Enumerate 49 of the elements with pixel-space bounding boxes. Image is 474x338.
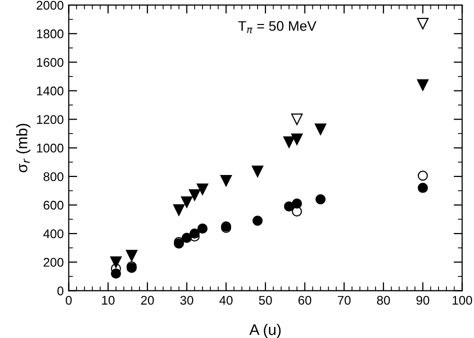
x-tick-label: 30 bbox=[180, 296, 194, 305]
point bbox=[417, 79, 429, 91]
point bbox=[190, 228, 200, 239]
y-tick-label: 1400 bbox=[37, 86, 64, 96]
x-tick-label: 20 bbox=[141, 296, 154, 305]
x-tick-label: 40 bbox=[219, 296, 233, 305]
x-tick-label: 0 bbox=[66, 296, 72, 305]
y-tick-label: 600 bbox=[44, 200, 64, 210]
point bbox=[197, 223, 208, 234]
point bbox=[126, 250, 138, 262]
y-axis-title: σ$_{r}$ (mb) bbox=[16, 124, 30, 172]
point bbox=[315, 194, 326, 204]
annotation: T$_{π}$ = 50 MeV bbox=[238, 21, 316, 34]
point bbox=[182, 232, 192, 243]
point bbox=[418, 170, 428, 181]
x-tick-label: 10 bbox=[102, 296, 115, 305]
point bbox=[291, 134, 303, 146]
point bbox=[196, 184, 208, 196]
point bbox=[180, 196, 193, 208]
point bbox=[291, 114, 303, 126]
x-axis-title: A (u) bbox=[249, 324, 281, 338]
point bbox=[188, 189, 200, 201]
y-tick-label: 1800 bbox=[37, 29, 64, 38]
y-tick-label: 1000 bbox=[37, 144, 64, 153]
point bbox=[110, 256, 122, 268]
y-tick-label: 200 bbox=[44, 258, 64, 267]
x-tick-label: 90 bbox=[416, 296, 430, 305]
point bbox=[418, 182, 428, 193]
point bbox=[252, 216, 263, 226]
x-tick-label: 60 bbox=[298, 296, 312, 305]
point bbox=[173, 204, 185, 216]
x-tick-label: 80 bbox=[377, 296, 390, 305]
y-tick-label: 800 bbox=[44, 172, 64, 182]
point bbox=[417, 18, 429, 30]
y-tick-label: 1200 bbox=[37, 115, 64, 124]
point bbox=[252, 166, 264, 178]
point bbox=[314, 124, 326, 136]
point bbox=[110, 268, 122, 279]
x-tick-label: 50 bbox=[258, 296, 272, 305]
x-tick-label: 100 bbox=[452, 296, 472, 305]
point bbox=[292, 198, 302, 209]
point bbox=[283, 136, 295, 148]
point bbox=[284, 201, 294, 212]
x-tick-label: 70 bbox=[338, 296, 351, 305]
y-tick-label: 1600 bbox=[37, 58, 64, 67]
y-tick-label: 0 bbox=[57, 286, 64, 296]
y-tick-label: 2000 bbox=[36, 0, 64, 10]
point bbox=[220, 174, 232, 186]
y-tick-label: 400 bbox=[43, 229, 64, 238]
